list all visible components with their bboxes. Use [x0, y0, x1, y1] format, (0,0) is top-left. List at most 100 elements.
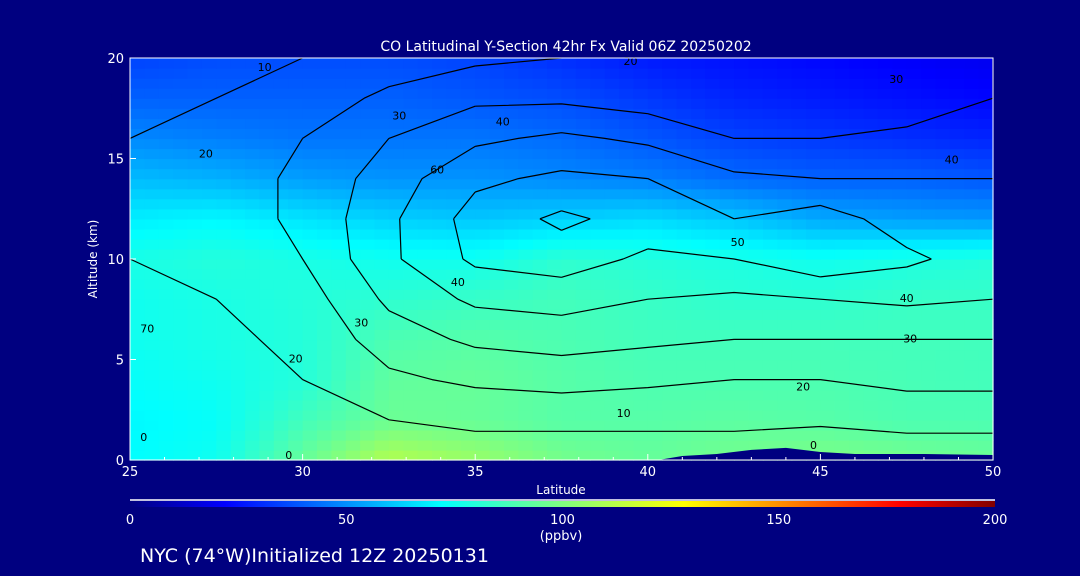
- heatmap-cell: [863, 379, 879, 391]
- heatmap-cell: [489, 208, 505, 220]
- heatmap-cell: [877, 198, 893, 210]
- heatmap-cell: [662, 259, 678, 270]
- heatmap-cell: [806, 58, 821, 69]
- heatmap-cell: [633, 188, 649, 200]
- heatmap-cell: [532, 259, 548, 270]
- heatmap-cell: [691, 359, 706, 371]
- heatmap-cell: [719, 329, 735, 341]
- heatmap-cell: [892, 58, 908, 69]
- colorbar-ticks: 0 50 100 150 200: [126, 513, 1008, 528]
- heatmap-cell: [302, 88, 318, 99]
- heatmap-cell: [935, 238, 951, 250]
- heatmap-cell: [619, 339, 634, 351]
- heatmap-cell: [374, 339, 390, 351]
- heatmap-cell: [964, 118, 980, 129]
- heatmap-cell: [475, 279, 491, 290]
- heatmap-cell: [561, 98, 577, 109]
- heatmap-cell: [662, 238, 678, 250]
- heatmap-cell: [935, 439, 951, 451]
- heatmap-cell: [691, 329, 706, 341]
- heatmap-cell: [561, 429, 577, 441]
- heatmap-cell: [662, 158, 678, 170]
- heatmap-cell: [662, 279, 678, 290]
- heatmap-cell: [532, 299, 548, 310]
- heatmap-cell: [518, 289, 534, 300]
- heatmap-cell: [978, 379, 994, 391]
- heatmap-cell: [791, 158, 807, 170]
- heatmap-cell: [762, 269, 778, 280]
- heatmap-cell: [288, 289, 304, 300]
- heatmap-cell: [834, 409, 850, 421]
- heatmap-cell: [978, 208, 994, 220]
- heatmap-cell: [475, 218, 491, 230]
- heatmap-cell: [949, 379, 965, 391]
- heatmap-cell: [216, 228, 232, 240]
- heatmap-cell: [460, 259, 476, 270]
- heatmap-cell: [230, 148, 246, 160]
- contour-label: 40: [945, 154, 959, 167]
- heatmap-cell: [575, 359, 591, 371]
- heatmap-cell: [446, 369, 462, 381]
- heatmap-cell: [820, 439, 836, 451]
- heatmap-cell: [446, 399, 462, 411]
- heatmap-cell: [446, 198, 462, 210]
- heatmap-cell: [201, 349, 217, 361]
- heatmap-cell: [230, 138, 246, 150]
- heatmap-cell: [130, 88, 145, 99]
- heatmap-cell: [201, 289, 217, 300]
- heatmap-cell: [374, 329, 390, 341]
- heatmap-cell: [575, 449, 591, 461]
- heatmap-cell: [216, 259, 232, 270]
- heatmap-cell: [460, 369, 476, 381]
- heatmap-cell: [964, 339, 980, 351]
- heatmap-cell: [906, 379, 922, 391]
- heatmap-cell: [676, 329, 692, 341]
- heatmap-cell: [417, 409, 433, 421]
- heatmap-cell: [762, 98, 778, 109]
- heatmap-cell: [532, 409, 548, 421]
- heatmap-cell: [820, 389, 836, 401]
- heatmap-cell: [345, 409, 361, 421]
- heatmap-cell: [849, 359, 865, 371]
- heatmap-cell: [892, 228, 908, 240]
- heatmap-cell: [791, 329, 807, 341]
- heatmap-cell: [259, 409, 275, 421]
- heatmap-cell: [777, 389, 793, 401]
- heatmap-cell: [547, 369, 563, 381]
- heatmap-cell: [834, 148, 850, 160]
- heatmap-cell: [302, 349, 318, 361]
- heatmap-cell: [417, 369, 433, 381]
- contour-label: 20: [624, 55, 638, 68]
- heatmap-cell: [662, 429, 678, 441]
- heatmap-cell: [949, 88, 965, 99]
- heatmap-cell: [561, 68, 577, 79]
- heatmap-cell: [432, 58, 447, 69]
- heatmap-cell: [834, 178, 850, 190]
- heatmap-cell: [374, 158, 390, 170]
- heatmap-cell: [187, 58, 203, 69]
- heatmap-cell: [705, 299, 721, 310]
- heatmap-cell: [806, 309, 821, 320]
- heatmap-cell: [863, 188, 879, 200]
- heatmap-cell: [762, 309, 778, 320]
- heatmap-cell: [647, 58, 663, 69]
- heatmap-cell: [432, 68, 447, 79]
- heatmap-cell: [719, 88, 735, 99]
- heatmap-cell: [460, 269, 476, 280]
- heatmap-cell: [475, 389, 491, 401]
- heatmap-cell: [820, 158, 836, 170]
- heatmap-cell: [949, 289, 965, 300]
- heatmap-cell: [216, 148, 232, 160]
- heatmap-cell: [547, 449, 563, 461]
- heatmap-cell: [906, 339, 922, 351]
- heatmap-cell: [748, 228, 764, 240]
- heatmap-cell: [978, 409, 994, 421]
- heatmap-cell: [417, 198, 433, 210]
- x-tick-label: 35: [467, 465, 484, 480]
- heatmap-cell: [806, 228, 821, 240]
- heatmap-cell: [877, 208, 893, 220]
- heatmap-cell: [432, 259, 447, 270]
- heatmap-cell: [504, 218, 519, 230]
- heatmap-cell: [446, 389, 462, 401]
- heatmap-cell: [777, 419, 793, 431]
